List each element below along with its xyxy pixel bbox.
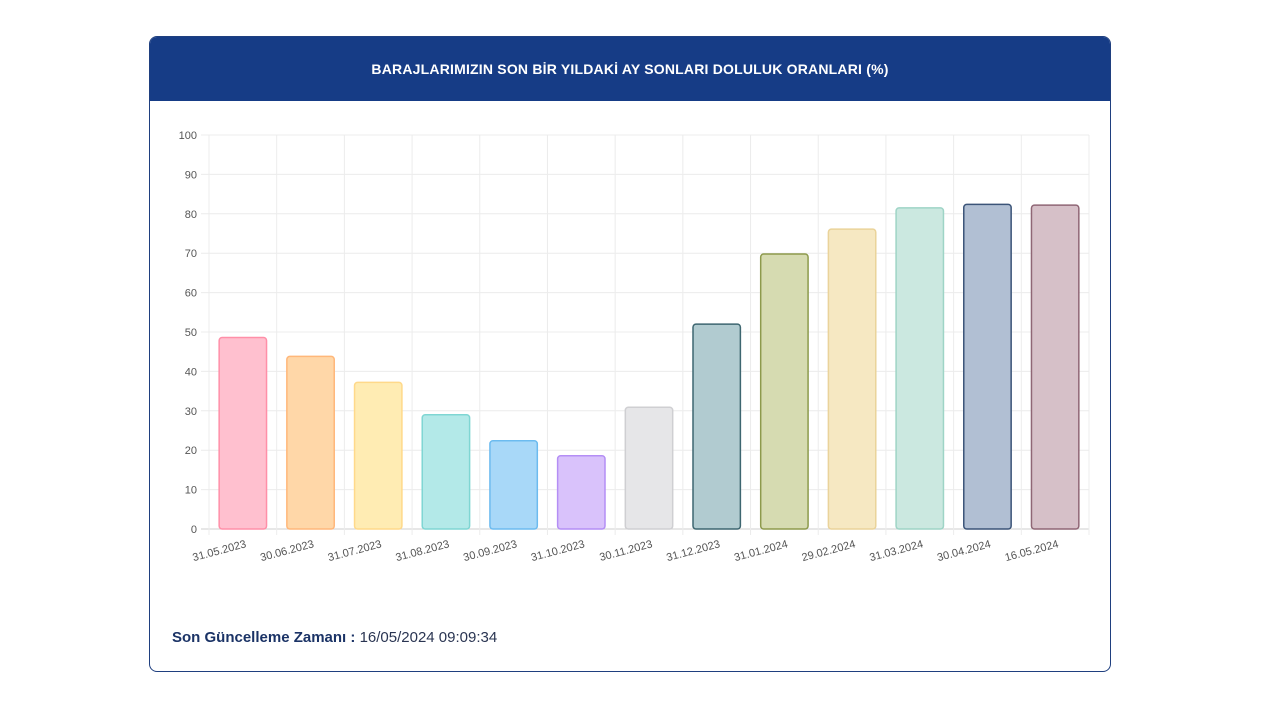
bar-31.01.2024[interactable] [759,253,809,530]
bar-31.10.2023[interactable] [556,454,606,530]
x-tick-label: 31.10.2023 [530,538,586,564]
x-tick-label: 31.08.2023 [394,538,450,564]
x-tick-label: 16.05.2024 [1004,538,1060,564]
x-axis-ticks: 31.05.2023 30.06.2023 31.07.2023 31.08.2023… [191,538,1060,564]
x-tick-label: 30.06.2023 [259,538,315,564]
y-tick-label: 10 [185,485,197,497]
y-tick-label: 80 [185,209,197,221]
y-tick-label: 50 [185,327,197,339]
y-tick-label: 20 [185,445,197,457]
bar-chart: 0 10 20 30 40 50 60 70 80 90 100 31.05.2023 30.06.2… [179,130,1090,564]
bar-31.08.2023[interactable] [421,413,471,530]
bar-30.09.2023[interactable] [489,439,539,530]
x-tick-label: 31.01.2024 [733,538,789,564]
bar-31.12.2023[interactable] [692,323,742,530]
bar-31.07.2023[interactable] [353,381,403,530]
y-tick-label: 100 [179,130,197,142]
x-tick-label: 31.12.2023 [665,538,721,564]
y-tick-label: 90 [185,169,197,181]
bar-16.05.2024[interactable] [1030,204,1080,530]
x-tick-label: 30.09.2023 [462,538,518,564]
last-update-label: Son Güncelleme Zamanı : [172,629,356,646]
y-tick-label: 70 [185,248,197,260]
bar-31.03.2024[interactable] [895,207,945,530]
chart-title: BARAJLARIMIZIN SON BİR YILDAKİ AY SONLAR… [371,61,889,77]
chart-card: BARAJLARIMIZIN SON BİR YILDAKİ AY SONLAR… [149,36,1111,672]
y-axis-ticks: 0 10 20 30 40 50 60 70 80 90 100 [179,130,197,536]
chart-bars [218,203,1080,530]
x-tick-label: 30.11.2023 [598,538,654,564]
last-update-value: 16/05/2024 09:09:34 [359,629,498,646]
bar-31.05.2023[interactable] [218,336,268,530]
x-tick-label: 31.05.2023 [191,538,247,564]
x-tick-label: 31.03.2024 [868,538,924,564]
x-tick-label: 29.02.2024 [801,538,857,564]
y-tick-label: 30 [185,406,197,418]
bar-29.02.2024[interactable] [827,228,877,530]
y-tick-label: 60 [185,288,197,300]
bar-30.04.2024[interactable] [963,203,1012,530]
x-tick-label: 31.07.2023 [327,538,383,564]
card-header: BARAJLARIMIZIN SON BİR YILDAKİ AY SONLAR… [150,37,1110,101]
y-tick-label: 40 [185,366,197,378]
bar-30.11.2023[interactable] [624,406,674,530]
y-tick-label: 0 [191,524,197,536]
x-tick-label: 30.04.2024 [936,538,992,564]
last-update: Son Güncelleme Zamanı : 16/05/2024 09:09… [172,629,497,646]
bar-30.06.2023[interactable] [286,355,335,530]
